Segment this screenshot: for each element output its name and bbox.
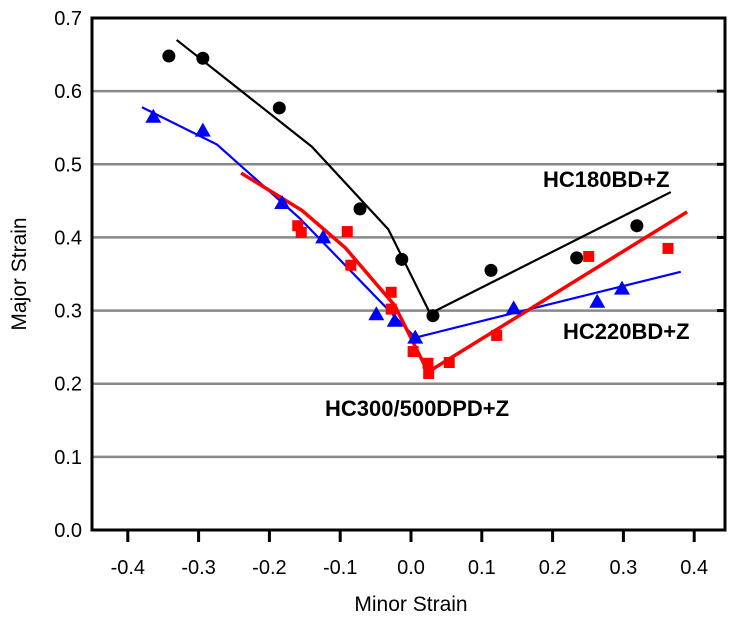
y-tick-label: 0.4 <box>54 227 82 249</box>
data-point-circle <box>162 49 176 63</box>
y-tick-label: 0.2 <box>54 374 82 396</box>
data-point-square <box>422 357 434 369</box>
x-tick-label: 0.4 <box>680 557 708 579</box>
data-point-circle <box>272 101 286 115</box>
data-point-square <box>443 357 455 369</box>
data-point-circle <box>353 202 367 216</box>
x-tick-label: 0.2 <box>539 557 567 579</box>
gridlines <box>92 89 725 459</box>
x-tick-label: 0.1 <box>468 557 496 579</box>
y-tick-label: 0.1 <box>54 447 82 469</box>
data-point-circle <box>484 263 498 277</box>
data-point-square <box>295 226 307 238</box>
series-label-hc220: HC220BD+Z <box>563 319 690 344</box>
data-point-circle <box>196 51 210 65</box>
data-point-square <box>491 329 503 341</box>
x-axis-label: Minor Strain <box>354 593 467 616</box>
x-tick-label: -0.3 <box>181 557 215 579</box>
x-tick-label: -0.4 <box>111 557 145 579</box>
data-point-triangle <box>386 312 403 327</box>
fit-curve-1 <box>141 106 682 339</box>
y-tick-label: 0.5 <box>54 154 82 176</box>
data-point-square <box>292 220 304 232</box>
data-point-square <box>407 346 419 358</box>
x-tick-label: 0.3 <box>609 557 637 579</box>
y-tick-label: 0.0 <box>54 520 82 542</box>
data-points <box>145 49 674 379</box>
data-point-triangle <box>274 195 291 210</box>
data-point-circle <box>570 251 584 265</box>
x-tick-label: -0.2 <box>252 557 286 579</box>
data-point-triangle <box>613 280 630 295</box>
data-point-square <box>345 259 357 271</box>
fit-curve-0 <box>175 39 672 315</box>
y-tick-label: 0.7 <box>54 8 82 30</box>
data-point-square <box>662 242 674 254</box>
data-point-square <box>385 303 397 315</box>
data-point-square <box>423 367 435 379</box>
data-point-triangle <box>315 229 332 244</box>
x-tick-label: 0.0 <box>397 557 425 579</box>
data-point-triangle <box>505 300 522 315</box>
x-tick-label: -0.1 <box>323 557 357 579</box>
fit-curve-2 <box>240 171 689 375</box>
data-point-circle <box>630 219 644 233</box>
data-point-triangle <box>589 293 606 308</box>
y-tick-label: 0.6 <box>54 81 82 103</box>
data-point-triangle <box>368 306 385 321</box>
data-point-circle <box>395 252 409 266</box>
data-point-square <box>583 250 595 262</box>
data-point-circle <box>426 309 440 323</box>
data-point-triangle <box>194 122 211 137</box>
axis-ticks: 0.0 0.1 0.2 0.3 0.4 0.5 0.6 0.7 -0.4 -0.3 -0.2 -0.1… <box>54 8 725 579</box>
fit-curves <box>141 39 689 375</box>
plot-frame <box>90 16 727 532</box>
data-point-square <box>385 286 397 298</box>
series-label-hc300: HC300/500DPD+Z <box>325 396 509 421</box>
data-point-triangle <box>407 329 424 344</box>
y-axis-label: Major Strain <box>8 217 31 330</box>
y-tick-label: 0.3 <box>54 301 82 323</box>
data-point-square <box>341 226 353 238</box>
series-label-hc180: HC180BD+Z <box>543 167 670 192</box>
data-point-triangle <box>145 108 162 123</box>
